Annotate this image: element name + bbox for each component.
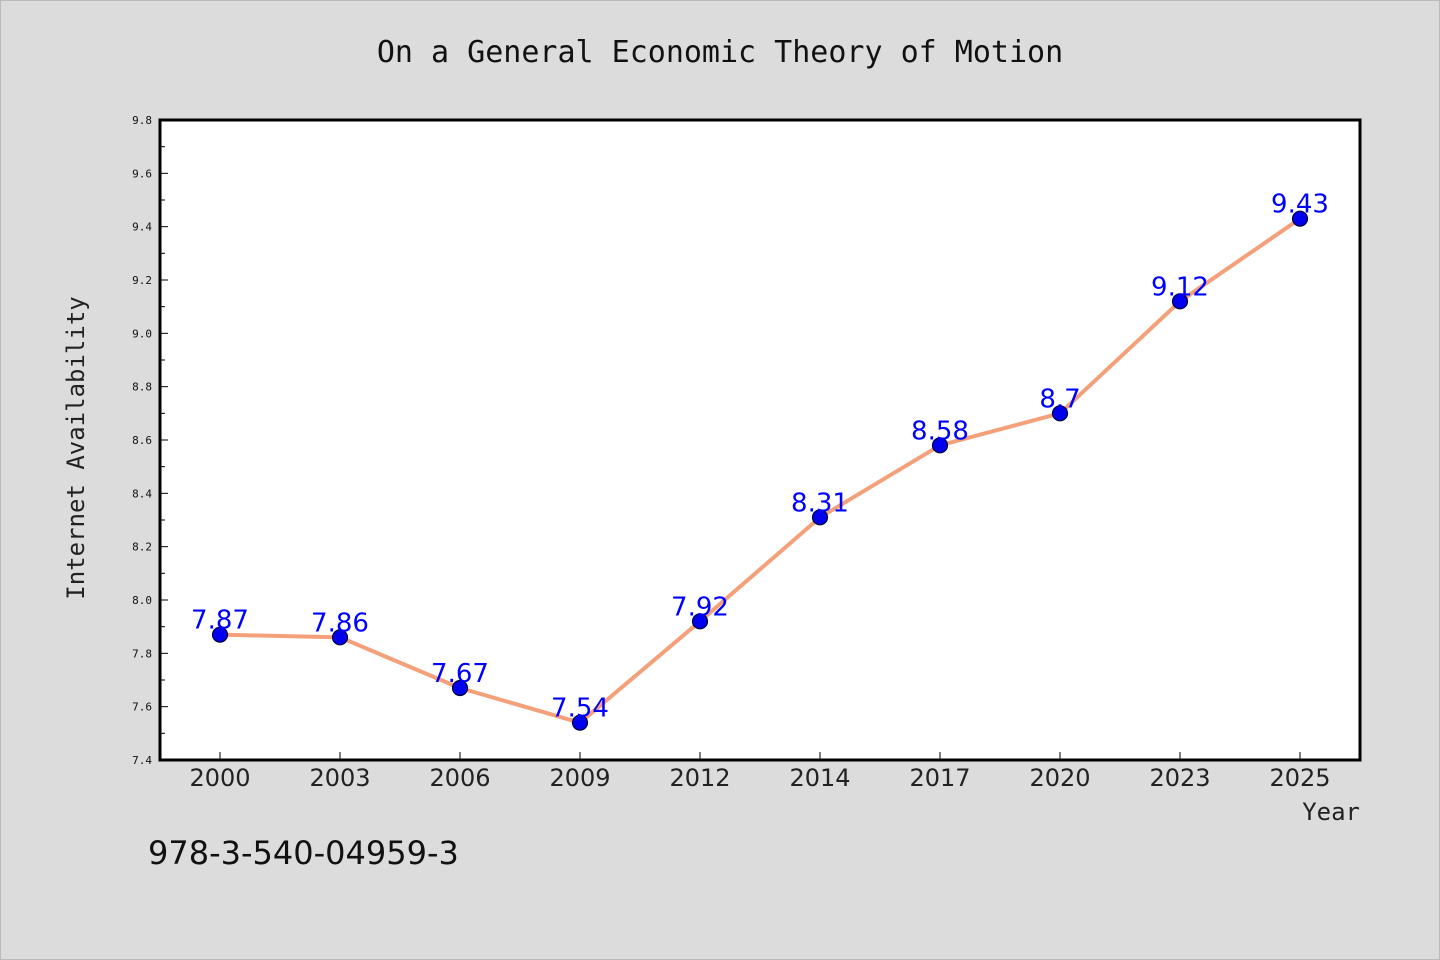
data-point [451, 679, 469, 697]
x-axis-label: Year [1302, 798, 1360, 826]
data-point [571, 714, 589, 731]
y-tick-label: 9.4 [132, 221, 152, 234]
y-axis: 7.4 7.6 7.8 8.0 8.2 8.4 8.6 8.8 9.0 9.2 9.4 9.6 9.8 [132, 114, 168, 767]
x-tick-label: 2012 [669, 764, 730, 792]
y-axis-label: Internet Availability [62, 296, 90, 599]
data-point [1171, 293, 1189, 310]
data-point [211, 626, 229, 643]
data-point [1291, 210, 1309, 227]
y-tick-label: 7.4 [132, 754, 152, 767]
y-tick-label: 8.0 [132, 594, 152, 607]
data-label: 7.92 [671, 592, 729, 622]
series-line [219, 217, 1302, 725]
x-tick-label: 2009 [549, 764, 610, 792]
data-label: 8.58 [911, 416, 969, 446]
x-tick-label: 2006 [429, 764, 490, 792]
x-tick-label: 2000 [189, 764, 250, 792]
data-point [331, 629, 349, 646]
y-tick-label: 7.8 [132, 647, 152, 660]
data-markers [211, 210, 1309, 731]
y-tick-label: 8.8 [132, 381, 152, 394]
x-tick-label: 2003 [309, 764, 370, 792]
y-tick-label: 9.6 [132, 167, 152, 180]
y-tick-label: 9.8 [132, 114, 152, 127]
x-tick-label: 2014 [789, 764, 850, 792]
x-tick-label: 2025 [1269, 764, 1330, 792]
data-label: 9.12 [1151, 272, 1209, 302]
chart-title: On a General Economic Theory of Motion [377, 35, 1063, 70]
data-label: 8.7 [1039, 384, 1080, 414]
x-axis: 2000 2003 2006 2009 2012 2014 2017 2020 2023 2025 [189, 752, 1331, 792]
data-label: 9.43 [1271, 190, 1329, 220]
data-point [1051, 405, 1069, 422]
data-point [691, 613, 709, 630]
plot-area [158, 118, 1362, 762]
data-label: 7.86 [311, 608, 369, 638]
data-labels: 7.87 7.86 7.67 7.54 7.92 8.31 8.58 8.7 9.12 9.43 [191, 190, 1329, 724]
x-tick-label: 2020 [1029, 764, 1090, 792]
data-label: 7.87 [191, 606, 249, 636]
x-tick-label: 2017 [909, 764, 970, 792]
data-point [811, 509, 829, 526]
data-point [931, 437, 949, 454]
data-label: 8.31 [791, 488, 849, 518]
y-tick-label: 8.6 [132, 434, 152, 447]
y-tick-label: 8.4 [132, 487, 152, 500]
data-label: 7.54 [551, 694, 609, 724]
y-tick-label: 8.2 [132, 541, 152, 554]
x-tick-label: 2023 [1149, 764, 1210, 792]
y-tick-label: 7.6 [132, 701, 152, 714]
data-label: 7.67 [431, 659, 489, 689]
y-tick-label: 9.0 [132, 327, 152, 340]
isbn-footnote: 978-3-540-04959-3 [148, 834, 459, 872]
y-tick-label: 9.2 [132, 274, 152, 287]
